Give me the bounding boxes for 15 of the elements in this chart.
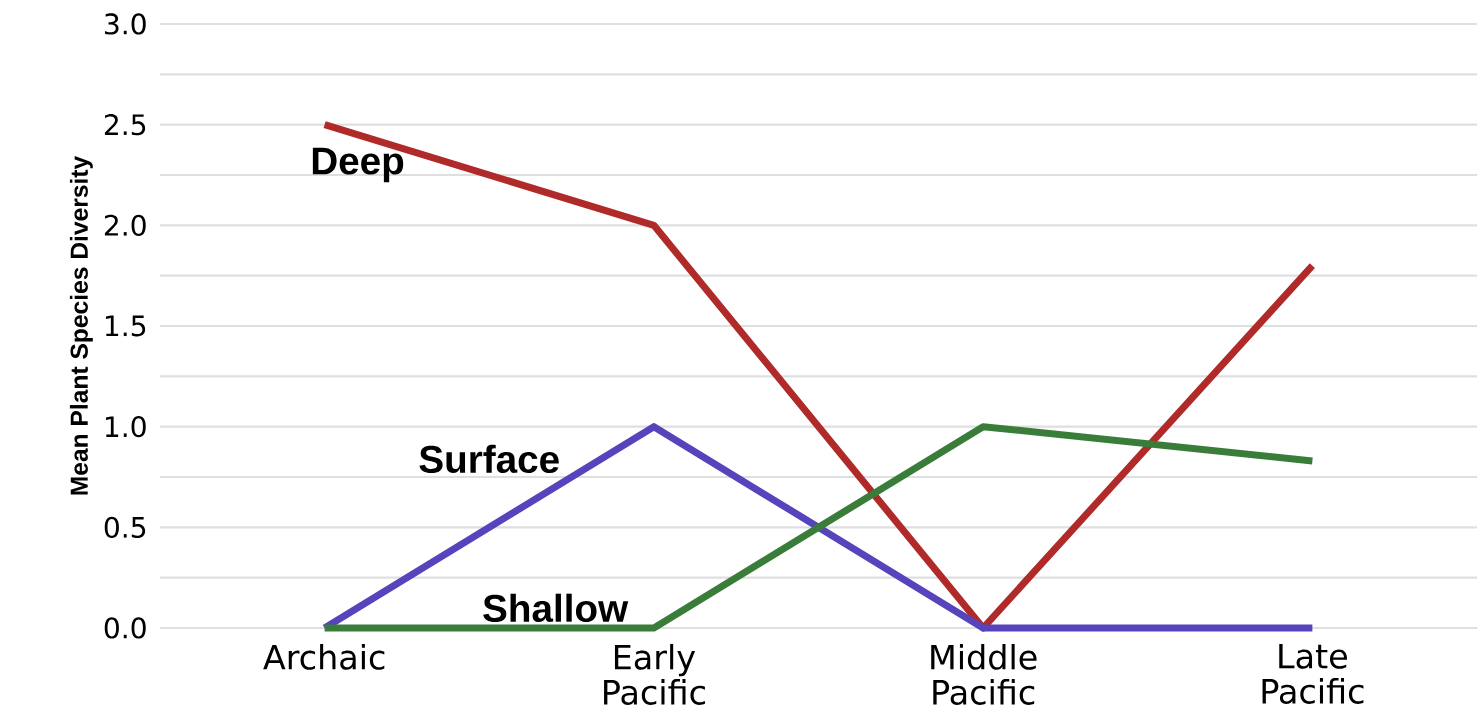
y-tick-label: 0.5 [104, 516, 146, 538]
series-label: Shallow [483, 593, 629, 623]
x-tick-label: Late Pacific [1262, 643, 1364, 704]
y-tick-label: 2.5 [104, 114, 146, 136]
series-label: Deep [312, 147, 404, 183]
x-tick-label: Early Pacific [604, 643, 705, 705]
y-tick-label: 3.0 [105, 13, 146, 35]
y-tick-label: 0.0 [104, 617, 146, 639]
y-tick-label: 1.5 [105, 315, 146, 337]
y-axis-title: Mean Plant Species Diversity [69, 155, 93, 495]
x-tick-label: Archaic [263, 643, 385, 670]
y-tick-label: 1.0 [105, 416, 146, 438]
y-tick-label: 2.0 [104, 214, 146, 236]
x-tick-label: Middle Pacific [931, 643, 1037, 705]
series-label: Surface [419, 444, 559, 474]
